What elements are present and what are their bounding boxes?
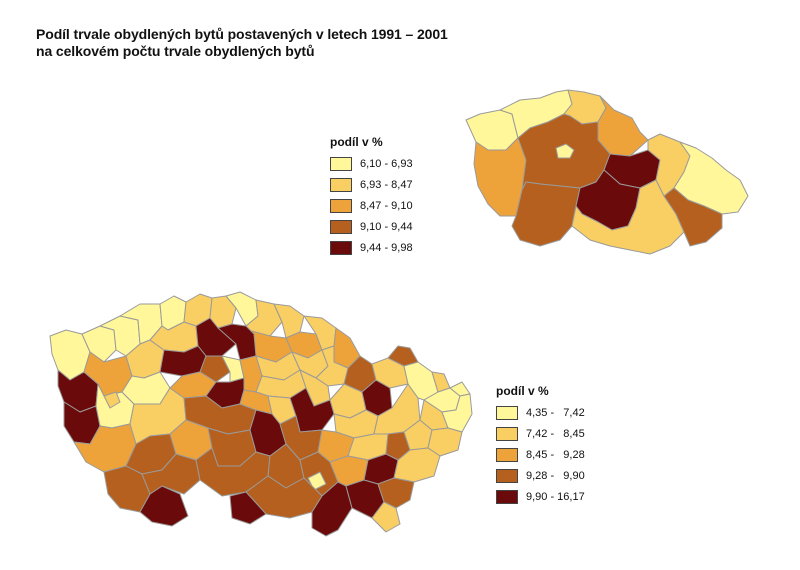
legend-label: 8,45 - 9,28 [526, 448, 585, 461]
legend-label: 6,93 - 8,47 [360, 178, 413, 191]
legend-item: 7,42 - 8,45 [496, 425, 585, 442]
legend-swatch [330, 198, 352, 213]
legend-swatch [496, 489, 518, 504]
region-jihocesky [511, 181, 581, 247]
district-plzen-mesto [103, 391, 121, 409]
legend-item: 6,10 - 6,93 [330, 155, 413, 172]
region-zlinsky [663, 187, 723, 247]
legend-label: 8,47 - 9,10 [360, 199, 413, 212]
district-kromeriz-south [229, 491, 267, 525]
legend-item: 8,45 - 9,28 [496, 446, 585, 463]
legend-title: podíl v % [496, 384, 549, 398]
legend-item: 9,28 - 9,90 [496, 467, 585, 484]
region-kralovehradecky [597, 95, 649, 157]
region-moravskoslezsky [673, 141, 749, 215]
legend-label: 4,35 - 7,42 [526, 406, 585, 419]
legend-districts: podíl v % 4,35 - 7,42 7,42 - 8,45 8,45 - 9… [496, 384, 585, 509]
district-melnik [217, 323, 257, 361]
map-title: Podíl trvale obydlených bytů postavených… [36, 26, 448, 60]
legend-swatch [330, 240, 352, 255]
legend-title: podíl v % [330, 135, 383, 149]
legend-swatch [496, 426, 518, 441]
legend-swatch [330, 156, 352, 171]
legend-item: 9,90 - 16,17 [496, 488, 585, 505]
district-uherske-brod [371, 501, 401, 533]
map-title-line1: Podíl trvale obydlených bytů postavených… [36, 26, 448, 42]
legend-item: 6,93 - 8,47 [330, 176, 413, 193]
legend-swatch [496, 405, 518, 420]
legend-swatch [496, 468, 518, 483]
district-jesenik [387, 345, 419, 367]
legend-label: 9,44 - 9,98 [360, 241, 413, 254]
legend-item: 9,44 - 9,98 [330, 239, 413, 256]
legend-rows: 6,10 - 6,93 6,93 - 8,47 8,47 - 9,10 9,10 - … [330, 155, 413, 256]
legend-label: 9,10 - 9,44 [360, 220, 413, 233]
region-praha [555, 143, 575, 159]
legend-item: 8,47 - 9,10 [330, 197, 413, 214]
legend-label: 9,90 - 16,17 [526, 490, 585, 503]
legend-label: 9,28 - 9,90 [526, 469, 585, 482]
legend-label: 6,10 - 6,93 [360, 157, 413, 170]
region-karlovarsky [465, 109, 519, 151]
legend-item: 4,35 - 7,42 [496, 404, 585, 421]
legend-swatch [496, 447, 518, 462]
legend-item: 9,10 - 9,44 [330, 218, 413, 235]
legend-label: 7,42 - 8,45 [526, 427, 585, 440]
legend-swatch [330, 177, 352, 192]
legend-swatch [330, 219, 352, 234]
map-title-line2: na celkovém počtu trvale obydlených bytů [36, 43, 315, 59]
legend-regions: podíl v % 6,10 - 6,93 6,93 - 8,47 8,47 - 9… [330, 135, 413, 260]
legend-rows: 4,35 - 7,42 7,42 - 8,45 8,45 - 9,28 9,28 - … [496, 404, 585, 505]
